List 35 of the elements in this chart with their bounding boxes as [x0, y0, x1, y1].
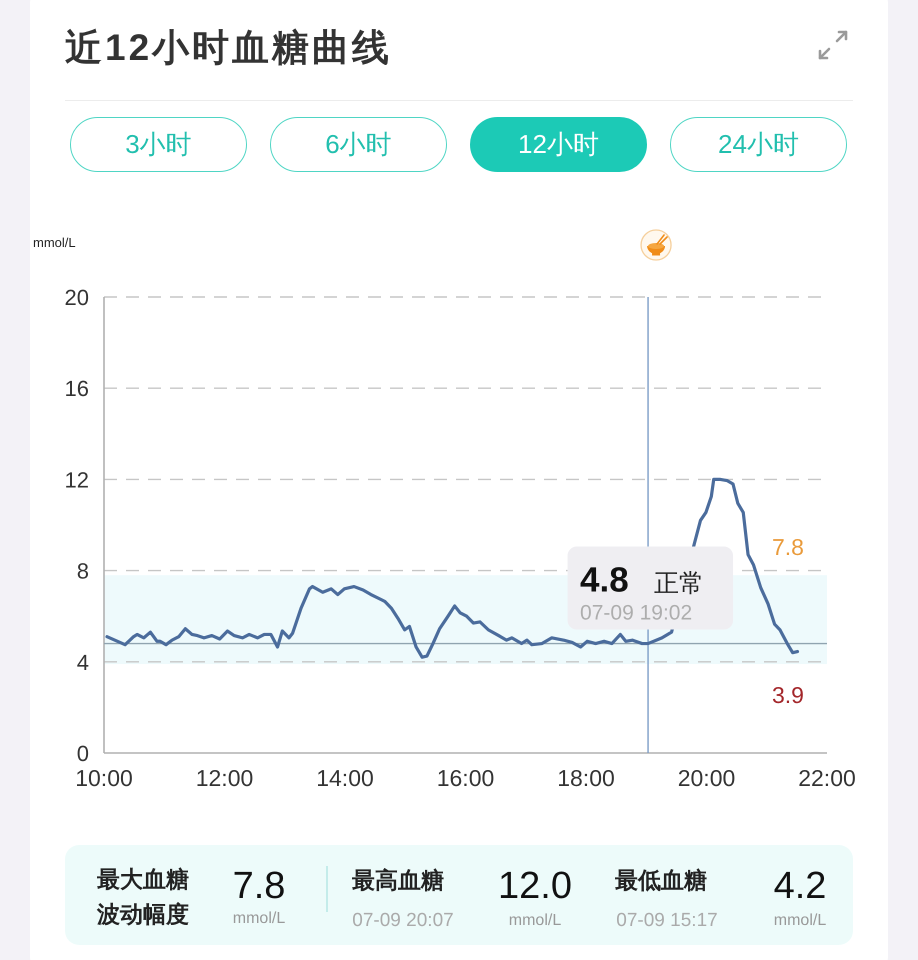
text: 07-09 15:17: [615, 909, 719, 933]
y-tick-label: 20: [64, 285, 89, 310]
text: 最高血糖: [352, 866, 444, 894]
x-tick-label: 18:00: [557, 765, 615, 791]
y-tick-label: 12: [64, 467, 89, 492]
text: 最大血糖波动幅度: [97, 865, 190, 929]
text: mmol/L: [508, 912, 562, 929]
chart-title: 近12小时血糖曲线: [65, 26, 392, 70]
annotation: 3.9: [772, 682, 804, 708]
y-tick-label: 16: [64, 376, 89, 402]
text: 12小时: [470, 117, 647, 172]
text: 07-09 20:07: [351, 909, 455, 933]
annotation: 4.8: [580, 560, 629, 600]
text: 最低血糖: [615, 866, 707, 894]
x-tick-label: 16:00: [436, 765, 494, 791]
y-axis-title: mmol/L: [33, 235, 76, 250]
text: 4.2: [772, 864, 828, 909]
text: mmol/L: [232, 910, 286, 927]
x-tick-label: 20:00: [678, 765, 736, 791]
text: mmol/L: [774, 912, 826, 929]
x-tick-label: 22:00: [798, 765, 856, 791]
annotation: 正常: [654, 570, 704, 598]
y-tick-label: 4: [76, 650, 89, 675]
annotation: 07-09 19:02: [580, 602, 692, 625]
annotation: 7.8: [772, 534, 804, 560]
text: 3小时: [70, 117, 247, 172]
text: 6小时: [270, 117, 447, 172]
text: 7.8: [232, 865, 286, 907]
text: 24小时: [670, 117, 847, 172]
y-tick-label: 0: [76, 741, 89, 766]
x-tick-label: 12:00: [196, 765, 254, 791]
y-tick-label: 8: [76, 558, 89, 584]
x-tick-label: 14:00: [316, 765, 374, 791]
x-tick-label: 10:00: [75, 765, 133, 791]
text: 12.0: [498, 865, 572, 907]
